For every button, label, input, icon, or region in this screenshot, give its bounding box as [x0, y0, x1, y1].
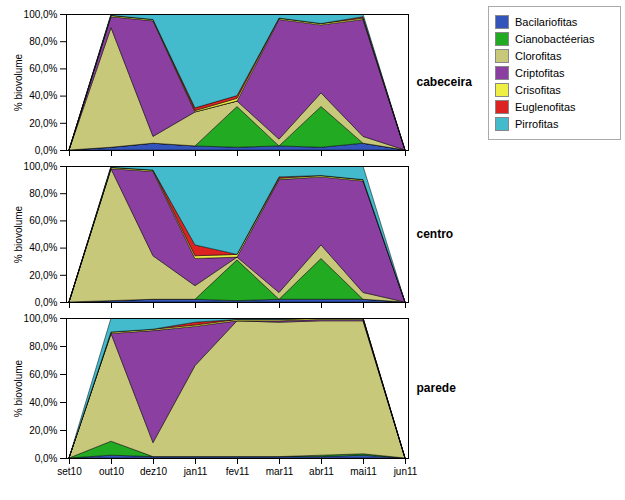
svg-text:80,0%: 80,0%	[29, 188, 57, 199]
svg-text:40,0%: 40,0%	[29, 90, 57, 101]
svg-text:100,0%: 100,0%	[24, 313, 58, 324]
svg-text:dez10: dez10	[140, 466, 168, 477]
svg-text:80,0%: 80,0%	[29, 36, 57, 47]
svg-text:set10: set10	[57, 466, 82, 477]
svg-text:cabeceira: cabeceira	[417, 75, 473, 89]
svg-text:60,0%: 60,0%	[29, 369, 57, 380]
svg-text:parede: parede	[417, 381, 457, 395]
svg-text:% biovolume: % biovolume	[13, 205, 24, 263]
svg-text:0,0%: 0,0%	[35, 145, 58, 156]
html-text:Criptofitas: Criptofitas	[515, 67, 565, 79]
svg-text:60,0%: 60,0%	[29, 215, 57, 226]
svg-text:40,0%: 40,0%	[29, 397, 57, 408]
svg-text:20,0%: 20,0%	[29, 425, 57, 436]
svg-text:mar11: mar11	[266, 466, 294, 477]
svg-text:% biovolume: % biovolume	[13, 359, 24, 417]
html-text:Crisofitas: Crisofitas	[515, 84, 561, 96]
svg-text:centro: centro	[417, 227, 454, 241]
svg-text:jan11: jan11	[183, 466, 208, 477]
svg-text:out10: out10	[99, 466, 124, 477]
svg-text:0,0%: 0,0%	[35, 453, 58, 464]
svg-text:mai11: mai11	[350, 466, 377, 477]
svg-text:40,0%: 40,0%	[29, 242, 57, 253]
svg-text:60,0%: 60,0%	[29, 63, 57, 74]
html-text:Clorofitas: Clorofitas	[515, 50, 562, 62]
html-text:Cianobactéerias: Cianobactéerias	[515, 33, 595, 45]
svg-text:% biovolume: % biovolume	[13, 53, 24, 111]
svg-text:jun11: jun11	[393, 466, 418, 477]
svg-text:0,0%: 0,0%	[35, 297, 58, 308]
html-text:Pirrofitas: Pirrofitas	[515, 118, 559, 130]
svg-text:fev11: fev11	[226, 466, 250, 477]
svg-text:abr11: abr11	[309, 466, 334, 477]
svg-text:100,0%: 100,0%	[24, 161, 58, 172]
svg-text:20,0%: 20,0%	[29, 270, 57, 281]
html-text:Euglenofitas: Euglenofitas	[515, 101, 576, 113]
svg-text:80,0%: 80,0%	[29, 341, 57, 352]
svg-text:100,0%: 100,0%	[24, 9, 58, 20]
svg-text:20,0%: 20,0%	[29, 118, 57, 129]
html-text:Bacilariofitas: Bacilariofitas	[515, 16, 578, 28]
